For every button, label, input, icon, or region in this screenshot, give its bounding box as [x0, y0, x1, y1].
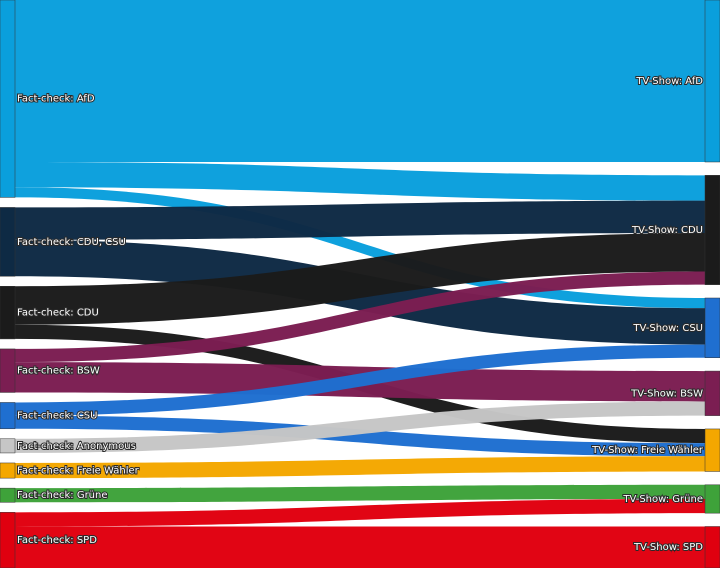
link — [15, 456, 705, 479]
link — [15, 401, 705, 453]
node — [704, 175, 720, 285]
link — [15, 0, 705, 162]
node-label: Fact-check: Grüne — [17, 490, 108, 501]
node — [704, 428, 720, 472]
node — [704, 484, 720, 514]
link — [15, 233, 705, 325]
node-label: Fact-check: CDU — [17, 308, 99, 319]
node — [0, 512, 16, 568]
node — [0, 438, 16, 454]
link — [15, 415, 705, 457]
link — [15, 187, 705, 309]
node — [0, 487, 16, 503]
node-label: Fact-check: AfD — [17, 94, 95, 105]
node-label: TV-Show: Grüne — [622, 494, 703, 505]
node — [0, 348, 16, 393]
node-label: TV-Show: CSU — [632, 323, 703, 334]
link — [15, 344, 705, 416]
node — [0, 207, 16, 277]
node-label: Fact-check: CDU, CSU — [17, 237, 126, 248]
node-label: TV-Show: AfD — [635, 76, 703, 87]
node — [0, 402, 16, 430]
node-label: Fact-check: CSU — [17, 411, 97, 422]
node-label: TV-Show: CDU — [631, 225, 703, 236]
node — [704, 297, 720, 358]
node-label: Fact-check: SPD — [17, 535, 97, 546]
node-label: TV-Show: SPD — [633, 542, 703, 553]
link — [15, 526, 705, 568]
links — [15, 0, 705, 568]
node — [704, 526, 720, 568]
node — [0, 462, 16, 479]
node-label: Fact-check: BSW — [17, 366, 100, 377]
node-label: Fact-check: Anonymous — [17, 441, 136, 452]
node — [704, 0, 720, 163]
link — [15, 161, 705, 201]
node-label: TV-Show: BSW — [630, 388, 703, 399]
link — [15, 200, 705, 240]
node — [0, 286, 16, 340]
link — [15, 484, 705, 503]
node — [0, 0, 16, 198]
link — [15, 271, 705, 363]
node-label: TV-Show: Freie Wähler — [591, 445, 704, 456]
node — [704, 370, 720, 416]
link — [15, 498, 705, 527]
node-label: Fact-check: Freie Wähler — [17, 466, 140, 477]
